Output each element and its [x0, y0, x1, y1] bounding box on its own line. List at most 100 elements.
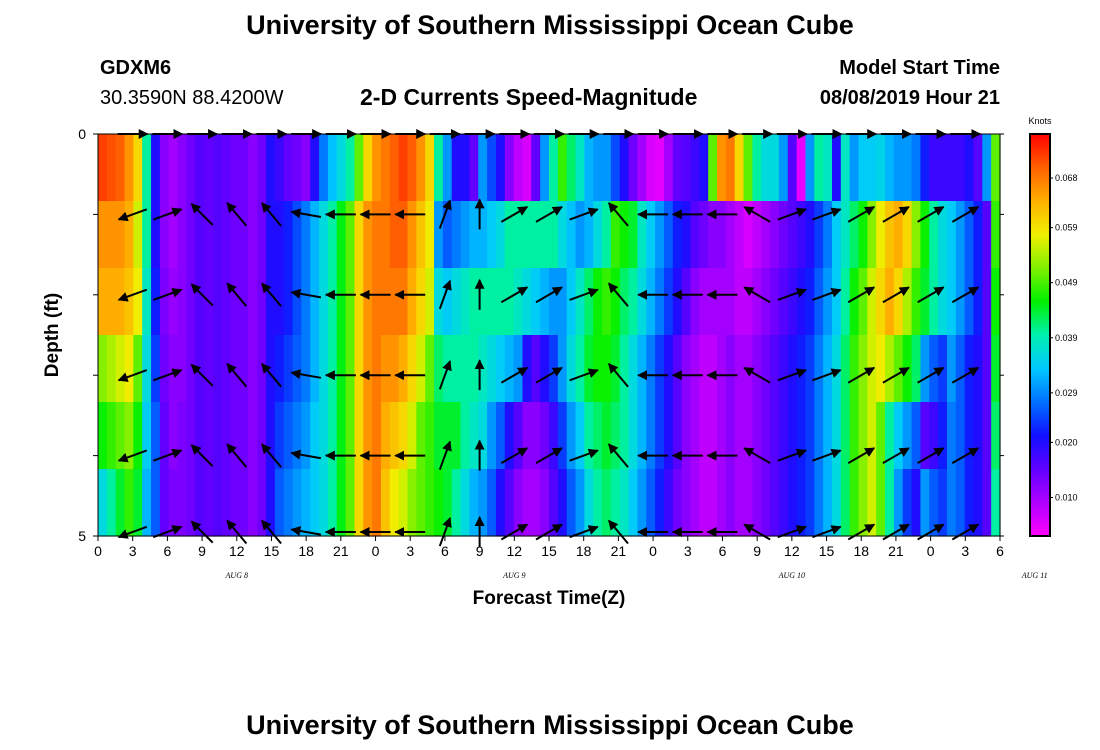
heatmap-cell	[372, 335, 382, 403]
heatmap-cell	[407, 402, 417, 470]
current-vector	[812, 448, 842, 462]
heatmap-cell	[363, 201, 373, 269]
heatmap-cell	[991, 201, 1001, 269]
current-vector	[190, 283, 214, 307]
heatmap-cell	[637, 469, 647, 537]
current-vector	[847, 366, 876, 384]
x-tick-label: 6	[441, 543, 449, 559]
heatmap-cell	[434, 402, 444, 470]
x-tick-label: 9	[198, 543, 206, 559]
heatmap-cell	[584, 201, 594, 269]
heatmap-cell	[849, 201, 860, 269]
heatmap-cell	[487, 134, 497, 202]
heatmap-cell	[831, 201, 842, 269]
heatmap-cell	[195, 402, 205, 470]
heatmap-cell	[991, 335, 1001, 403]
heatmap-cell	[672, 201, 683, 269]
heatmap-cell	[380, 402, 391, 470]
heatmap-cell	[212, 469, 223, 537]
heatmap-cell	[133, 201, 143, 269]
heatmap-cell	[460, 335, 471, 403]
heatmap-cell	[646, 201, 656, 269]
heatmap-cell	[301, 335, 311, 403]
current-vector	[743, 523, 771, 541]
heatmap-cell	[354, 201, 364, 269]
heatmap-cell	[885, 402, 895, 470]
heatmap-cell	[955, 469, 966, 537]
heatmap-cell	[946, 201, 957, 269]
heatmap-cell	[115, 201, 126, 269]
heatmap-cell	[469, 469, 479, 537]
heatmap-cell	[619, 201, 630, 269]
heatmap-cell	[566, 268, 577, 336]
heatmap-cell	[840, 402, 851, 470]
heatmap-cell	[964, 268, 975, 336]
day-labels: AUG 8 AUG 9 AUG 10 AUG 11	[225, 571, 1048, 580]
heatmap-cell	[876, 402, 886, 470]
current-vector	[535, 286, 563, 304]
current-vector	[569, 368, 599, 382]
current-vector	[812, 368, 842, 382]
current-vector	[607, 362, 629, 388]
current-vector	[917, 206, 945, 223]
heatmap-cell	[955, 201, 966, 269]
heatmap-cell	[778, 469, 789, 537]
colorbar-scale	[1029, 133, 1051, 537]
heatmap-cell	[380, 134, 391, 202]
heatmap-cell	[115, 469, 126, 537]
heatmap-cell	[389, 402, 400, 470]
heatmap-cell	[566, 134, 577, 202]
heatmap-cell	[831, 268, 842, 336]
heatmap-cell	[734, 335, 745, 403]
colorbar-label: 0.010	[1055, 492, 1078, 502]
heatmap-cell	[584, 402, 594, 470]
heatmap-cell	[363, 134, 373, 202]
heatmap-cell	[929, 469, 939, 537]
heatmap-cell	[672, 134, 683, 202]
current-vector	[500, 206, 529, 223]
heatmap-cell	[451, 201, 462, 269]
current-vector	[226, 282, 248, 307]
heatmap-cell	[946, 134, 957, 202]
heatmap-cell	[292, 402, 302, 470]
heatmap-cell	[230, 402, 241, 470]
heatmap-cell	[257, 402, 267, 470]
heatmap-cell	[283, 335, 294, 403]
current-vector	[190, 444, 214, 467]
heatmap-cell	[876, 134, 886, 202]
heatmap-cell	[902, 201, 913, 269]
current-vector	[152, 525, 183, 539]
heatmap-cell	[734, 134, 745, 202]
heatmap-cell	[867, 134, 877, 202]
heatmap-cell	[840, 469, 851, 537]
heatmap-cell	[389, 268, 400, 336]
colorbar: Knots 0.068 0.059 0.049 0.039 0.029 0.020 0.010	[1028, 116, 1078, 537]
heatmap-cell	[991, 469, 1001, 537]
heatmap-cell	[301, 469, 311, 537]
x-axis-label: Forecast Time(Z)	[473, 588, 626, 609]
current-vector	[438, 199, 452, 229]
heatmap-cell	[124, 201, 134, 269]
heatmap-cell	[274, 268, 285, 336]
heatmap-cell	[257, 268, 267, 336]
heatmap-cell	[893, 335, 904, 403]
heatmap-cell	[690, 402, 700, 470]
heatmap-cell	[964, 134, 975, 202]
heatmap-cell	[549, 134, 559, 202]
heatmap-cell	[823, 201, 833, 269]
heatmap-cell	[628, 335, 639, 403]
heatmap-cell	[708, 469, 718, 537]
heatmap-cell	[98, 268, 108, 336]
current-vector	[607, 202, 629, 227]
current-vector	[882, 447, 910, 464]
heatmap-cell	[239, 201, 249, 269]
heatmap-cell	[602, 134, 612, 202]
heatmap-cell	[425, 134, 435, 202]
current-vector	[917, 447, 945, 464]
heatmap-cell	[354, 134, 364, 202]
heatmap-cell	[955, 134, 966, 202]
heatmap-cell	[221, 469, 232, 537]
current-vector	[500, 523, 529, 541]
heatmap-cell	[478, 268, 488, 336]
